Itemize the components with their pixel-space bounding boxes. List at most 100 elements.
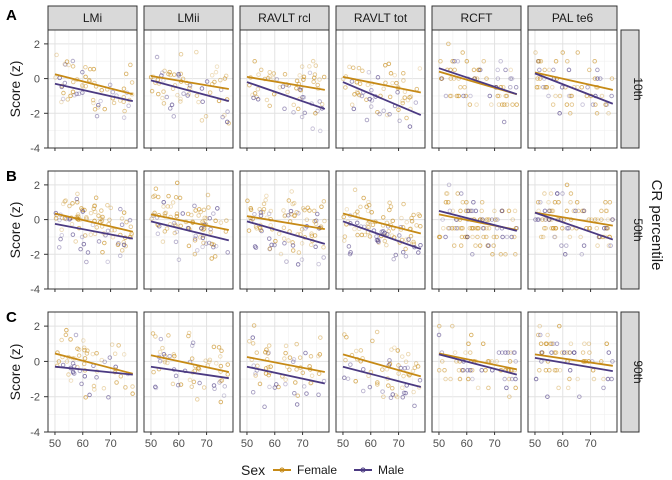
data-point [513, 376, 518, 382]
data-point [294, 78, 300, 84]
data-point [553, 93, 558, 99]
data-point [107, 82, 113, 88]
data-point [173, 373, 179, 379]
data-point [121, 115, 127, 120]
data-point [252, 211, 257, 217]
data-point [440, 217, 445, 222]
data-point [273, 238, 278, 244]
data-point [178, 382, 184, 387]
panel-background [528, 171, 617, 289]
data-point [409, 215, 414, 221]
x-tick-label: 50 [145, 438, 157, 450]
data-point [254, 226, 259, 231]
data-point [411, 389, 416, 395]
data-point [70, 89, 76, 94]
data-point [255, 363, 260, 369]
data-point [467, 102, 473, 107]
data-point [476, 226, 481, 231]
data-point [554, 367, 559, 373]
data-point [467, 208, 472, 214]
data-point [90, 97, 96, 103]
data-point [295, 393, 301, 398]
data-point [352, 92, 357, 97]
data-point [499, 208, 505, 214]
row-strip-bg [620, 29, 640, 149]
data-point [189, 343, 195, 348]
data-point [381, 86, 386, 92]
data-point [173, 239, 179, 245]
data-point [294, 210, 299, 215]
data-point [577, 394, 582, 399]
data-point [508, 67, 514, 73]
data-point [550, 85, 555, 90]
data-point [168, 106, 173, 111]
data-point [164, 226, 170, 231]
data-point [402, 95, 407, 100]
data-point [281, 225, 287, 231]
column-strip-1: LMii [143, 5, 234, 31]
data-point [513, 385, 518, 391]
data-point [609, 76, 615, 81]
data-point [123, 385, 128, 390]
data-point [564, 208, 570, 214]
data-point [550, 102, 556, 107]
legend-title: Sex [241, 462, 265, 478]
data-point [99, 357, 105, 363]
data-point [346, 244, 352, 249]
data-point [451, 243, 457, 248]
data-point [562, 252, 568, 257]
data-point [537, 367, 542, 373]
data-point [91, 383, 97, 389]
data-point [199, 86, 205, 91]
data-point [566, 226, 571, 231]
data-point [149, 88, 155, 94]
x-tick-label: 50 [241, 438, 253, 450]
data-point [610, 217, 615, 222]
data-point [533, 376, 539, 382]
data-point [264, 347, 269, 352]
fit-line-female [534, 353, 613, 367]
fit-line-female [150, 213, 230, 231]
fit-line-male [438, 353, 518, 376]
data-point [95, 105, 101, 110]
data-point [560, 191, 565, 196]
data-point [157, 224, 162, 229]
data-point [498, 58, 503, 64]
data-point [157, 349, 163, 355]
legend-item-male: Male [354, 463, 404, 477]
data-point [389, 347, 394, 352]
data-point [486, 243, 491, 248]
data-point [349, 79, 355, 84]
data-point [293, 380, 298, 385]
data-point [162, 229, 168, 234]
x-tick-label: 70 [296, 438, 308, 450]
data-point [297, 355, 303, 360]
data-point [263, 197, 268, 203]
data-point [375, 75, 381, 80]
data-point [495, 76, 501, 81]
data-point [603, 199, 608, 205]
data-point [438, 58, 443, 64]
data-point [266, 211, 272, 217]
data-point [173, 195, 179, 200]
data-point [601, 385, 606, 391]
data-point [538, 199, 543, 205]
data-point [416, 250, 421, 255]
data-point [171, 114, 177, 119]
data-point [91, 206, 96, 212]
fit-line-male [246, 365, 326, 385]
data-point [150, 331, 156, 336]
fit-line-female [438, 352, 518, 371]
data-point [118, 206, 123, 212]
legend-label: Male [378, 463, 404, 477]
data-point [381, 229, 386, 234]
data-point [202, 215, 208, 221]
data-point [75, 212, 81, 217]
data-point [302, 207, 307, 213]
data-point [296, 106, 301, 112]
legend-key-point [279, 467, 285, 473]
data-point [508, 350, 513, 355]
data-point [568, 341, 574, 347]
data-point [189, 356, 195, 361]
data-point [96, 239, 102, 244]
